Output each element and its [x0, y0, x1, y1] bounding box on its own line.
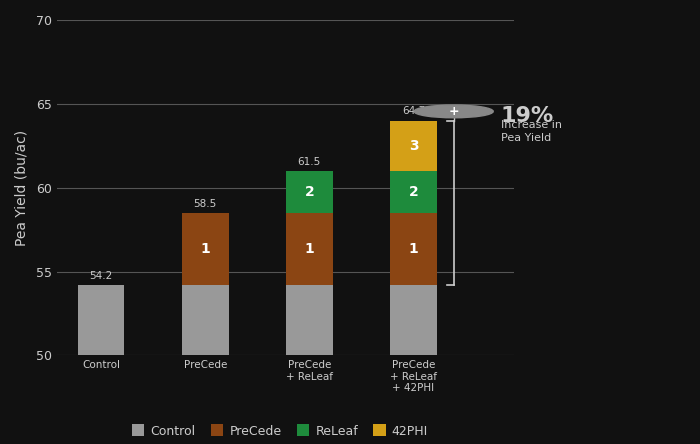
Bar: [286, 213, 332, 285]
Circle shape: [414, 105, 494, 118]
Text: 2: 2: [409, 185, 419, 199]
Bar: [182, 213, 229, 285]
Bar: [390, 121, 437, 171]
Bar: [78, 285, 125, 355]
Bar: [182, 285, 229, 355]
Bar: [390, 213, 437, 285]
Y-axis label: Pea Yield (bu/ac): Pea Yield (bu/ac): [15, 130, 29, 246]
Legend: Control, PreCede, ReLeaf, 42PHI: Control, PreCede, ReLeaf, 42PHI: [132, 425, 428, 438]
Text: 1: 1: [409, 242, 419, 256]
Text: 2: 2: [304, 185, 314, 199]
Text: 61.5: 61.5: [298, 157, 321, 167]
Text: 19%: 19%: [500, 107, 554, 127]
Text: 58.5: 58.5: [194, 198, 217, 209]
Bar: [390, 285, 437, 355]
Bar: [390, 171, 437, 213]
Text: 1: 1: [200, 242, 210, 256]
Text: +: +: [448, 105, 459, 118]
Text: 1: 1: [304, 242, 314, 256]
Text: 3: 3: [409, 139, 419, 153]
Text: 54.2: 54.2: [90, 271, 113, 281]
Bar: [286, 285, 332, 355]
Text: 64.7: 64.7: [402, 107, 425, 116]
Bar: [286, 171, 332, 213]
Text: Increase in
Pea Yield: Increase in Pea Yield: [500, 120, 561, 143]
